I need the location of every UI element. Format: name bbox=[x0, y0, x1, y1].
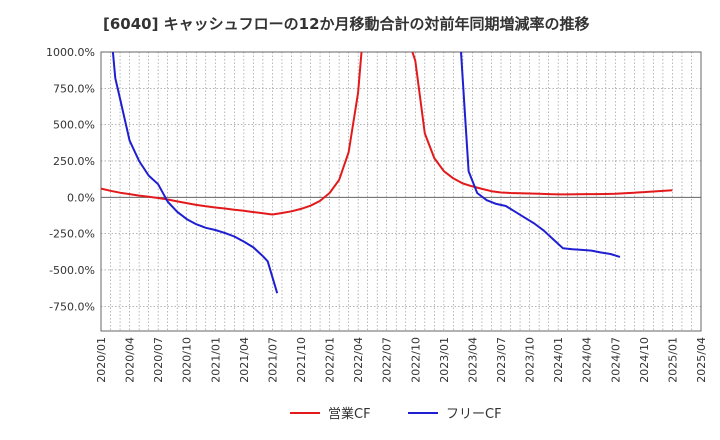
x-tick-label: 2021/01 bbox=[209, 337, 222, 383]
x-tick-label: 2022/01 bbox=[324, 337, 337, 383]
x-tick-label: 2022/10 bbox=[409, 337, 422, 383]
x-tick-label: 2020/01 bbox=[95, 337, 108, 383]
plot-border bbox=[100, 51, 702, 332]
series-line-operating-cf bbox=[101, 52, 363, 216]
legend-label-free-cf: フリーCF bbox=[446, 407, 502, 422]
series-line-free-cf bbox=[111, 52, 279, 294]
y-tick-label: 1000.0% bbox=[46, 46, 95, 59]
y-tick-label: -250.0% bbox=[49, 228, 95, 241]
x-tick-label: 2023/07 bbox=[495, 337, 508, 383]
y-tick-label: -750.0% bbox=[49, 300, 95, 313]
x-tick-label: 2022/04 bbox=[352, 337, 365, 383]
x-tick-label: 2023/04 bbox=[466, 337, 479, 383]
x-tick-label: 2025/01 bbox=[666, 337, 679, 383]
x-tick-label: 2024/01 bbox=[552, 337, 565, 383]
plot-area bbox=[101, 52, 701, 331]
x-tick-label: 2024/07 bbox=[609, 337, 622, 383]
series-line-operating-cf bbox=[411, 52, 673, 196]
x-tick-label: 2025/04 bbox=[695, 337, 708, 383]
x-tick-label: 2024/10 bbox=[638, 337, 651, 383]
x-tick-label: 2024/04 bbox=[581, 337, 594, 383]
x-tick-label: 2021/10 bbox=[295, 337, 308, 383]
y-tick-label: 250.0% bbox=[53, 155, 95, 168]
y-tick-label: 750.0% bbox=[53, 82, 95, 95]
y-tick-label: 500.0% bbox=[53, 119, 95, 132]
legend-label-operating-cf: 営業CF bbox=[328, 406, 371, 422]
x-tick-label: 2020/04 bbox=[124, 337, 137, 383]
y-tick-label: 0.0% bbox=[67, 191, 95, 204]
x-tick-label: 2021/07 bbox=[266, 337, 279, 383]
x-tick-label: 2022/07 bbox=[381, 337, 394, 383]
series-group bbox=[101, 52, 673, 294]
x-tick-label: 2021/04 bbox=[238, 337, 251, 383]
x-tick-label: 2020/07 bbox=[152, 337, 165, 383]
y-tick-label: -500.0% bbox=[49, 264, 95, 277]
x-tick-label: 2023/10 bbox=[524, 337, 537, 383]
x-tick-label: 2023/01 bbox=[438, 337, 451, 383]
x-tick-label: 2020/10 bbox=[181, 337, 194, 383]
chart-title: [6040] キャッシュフローの12か月移動合計の対前年同期増減率の推移 bbox=[103, 15, 590, 33]
series-line-free-cf bbox=[460, 52, 621, 258]
